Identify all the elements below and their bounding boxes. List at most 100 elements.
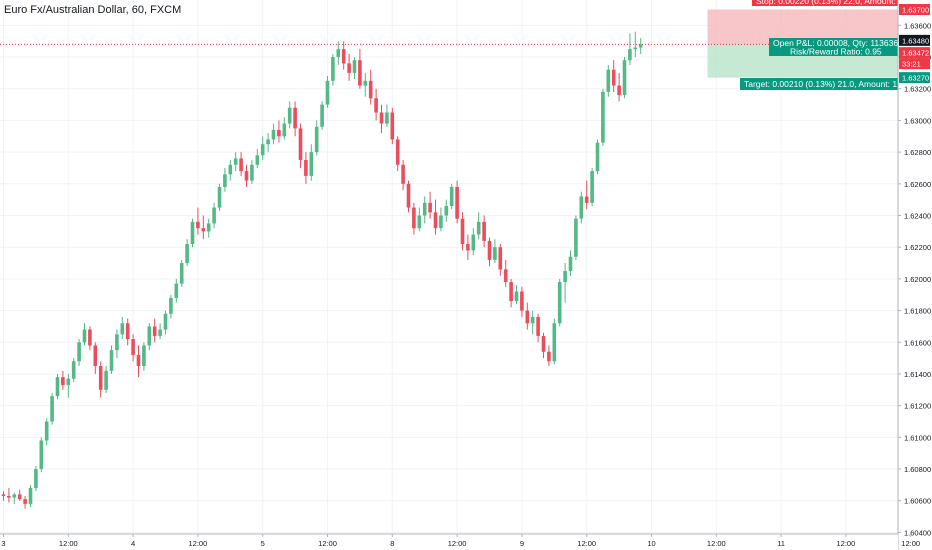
- time-axis[interactable]: 3 12:00 4 12:00 5 12:00 8 12:00 9 12:00 10 12:00 11 1…: [0, 533, 932, 550]
- stop-label-text: Stop: 0.00220 (0.13%) 22.0, Amount: 1: [756, 0, 903, 6]
- candle-body-69: [374, 98, 378, 113]
- tag-target-price-text: 1.63270: [902, 74, 929, 83]
- tag-entry-price: 1.63472: [899, 47, 930, 59]
- candle-body-4: [23, 499, 27, 504]
- candle-body-108: [584, 196, 589, 203]
- candle-body-111: [601, 91, 605, 143]
- time-tick-label: 12:00: [707, 539, 726, 548]
- price-tick-label: 1.62400: [904, 212, 931, 221]
- tag-stop-price-text: 1.63700: [902, 6, 929, 15]
- candle-body-73: [395, 139, 400, 165]
- candle-body-99: [536, 316, 540, 336]
- pnl-label-box: Open P&L: 0.00008, Qty: 113636Risk/Rewar…: [769, 38, 898, 57]
- price-tick-label: 1.61000: [904, 433, 931, 442]
- candle-body-68: [368, 80, 373, 99]
- price-tick-label: 1.63000: [904, 116, 931, 125]
- price-axis-bg: [898, 0, 932, 550]
- time-tick-label: 5: [261, 539, 265, 548]
- candle-body-36: [196, 221, 200, 229]
- candle-body-48: [260, 144, 265, 156]
- candle-body-70: [379, 112, 384, 124]
- candle-body-109: [590, 171, 594, 203]
- stop-label-box: Stop: 0.00220 (0.13%) 22.0, Amount: 1: [752, 0, 903, 6]
- time-axis-bg: [0, 534, 898, 550]
- candle-body-90: [487, 240, 492, 260]
- candle-body-42: [228, 164, 233, 175]
- target-label-box: Target: 0.00210 (0.13%) 21.0, Amount: 1: [740, 78, 898, 90]
- target-label-text: Target: 0.00210 (0.13%) 21.0, Amount: 1: [744, 79, 897, 89]
- candle-body-84: [455, 186, 459, 219]
- candle-body-34: [185, 244, 189, 264]
- tag-last-price-text: 1.63480: [902, 36, 929, 45]
- price-tick-label: 1.62200: [904, 243, 931, 252]
- candle-body-50: [271, 129, 276, 140]
- candle-body-80: [433, 212, 438, 229]
- open-pnl-text: Open P&L: 0.00008, Qty: 113636: [773, 38, 898, 48]
- candle-body-9: [50, 396, 54, 422]
- candle-body-20: [109, 350, 114, 371]
- candle-body-0: [1, 494, 6, 496]
- candle-body-91: [493, 247, 497, 260]
- candles: [1, 31, 643, 509]
- candle-body-55: [298, 128, 303, 161]
- candle-body-25: [136, 354, 141, 367]
- candle-body-39: [212, 207, 216, 224]
- price-tick-label: 1.62000: [904, 275, 931, 284]
- candle-body-47: [255, 155, 260, 165]
- pnl-label-bg: [769, 38, 898, 56]
- candle-body-3: [17, 494, 22, 500]
- candle-body-71: [385, 112, 389, 124]
- candle-body-12: [66, 378, 71, 386]
- candle-body-76: [412, 207, 416, 229]
- time-tick-label: 8: [390, 539, 394, 548]
- time-tick-label: 10: [647, 539, 655, 548]
- time-tick-label: 12:00: [448, 539, 467, 548]
- candle-body-117: [633, 47, 638, 50]
- candle-body-37: [201, 228, 206, 232]
- time-tick-label: 12:00: [901, 539, 920, 548]
- candle-body-112: [606, 69, 611, 92]
- candle-body-107: [579, 196, 584, 219]
- candle-body-87: [471, 234, 476, 251]
- candle-body-104: [563, 270, 567, 283]
- candle-body-21: [115, 334, 119, 351]
- candle-body-110: [595, 142, 600, 172]
- candle-body-89: [482, 221, 486, 241]
- candle-body-40: [217, 186, 222, 208]
- tag-countdown-text: 33:21: [902, 60, 921, 69]
- candle-body-64: [347, 63, 351, 73]
- overlays: Stop: 0.00220 (0.13%) 22.0, Amount: 1 Ope…: [0, 0, 903, 90]
- candle-body-75: [406, 183, 411, 208]
- candle-body-113: [611, 69, 616, 86]
- candle-body-67: [363, 80, 368, 86]
- time-tick-label: 9: [520, 539, 524, 548]
- candle-body-1: [7, 495, 11, 498]
- candle-body-65: [352, 60, 357, 73]
- time-tick-label: 4: [131, 539, 135, 548]
- candle-body-23: [125, 323, 130, 340]
- candle-body-92: [498, 247, 503, 270]
- candle-body-41: [223, 174, 227, 187]
- candle-body-93: [503, 269, 508, 283]
- candle-body-116: [628, 49, 632, 61]
- candle-body-32: [174, 283, 179, 298]
- time-tick-label: 12:00: [318, 539, 337, 548]
- candle-body-103: [557, 282, 562, 324]
- candle-body-38: [206, 223, 211, 232]
- price-axis[interactable]: 1.636001.634001.632001.630001.628001.626…: [897, 0, 932, 550]
- candle-body-30: [163, 313, 168, 330]
- candle-body-114: [617, 85, 621, 96]
- candle-body-118: [638, 44, 643, 48]
- candle-body-26: [142, 345, 146, 367]
- candle-body-115: [622, 60, 627, 96]
- risk-reward-text: Risk/Reward Ratio: 0.95: [790, 47, 882, 57]
- candle-body-58: [314, 126, 319, 153]
- candle-body-7: [39, 440, 44, 470]
- candle-body-95: [514, 291, 519, 302]
- candle-body-98: [530, 316, 535, 324]
- candle-body-81: [439, 215, 443, 229]
- tag-entry-price-bg: [899, 47, 930, 59]
- candle-body-44: [239, 158, 243, 172]
